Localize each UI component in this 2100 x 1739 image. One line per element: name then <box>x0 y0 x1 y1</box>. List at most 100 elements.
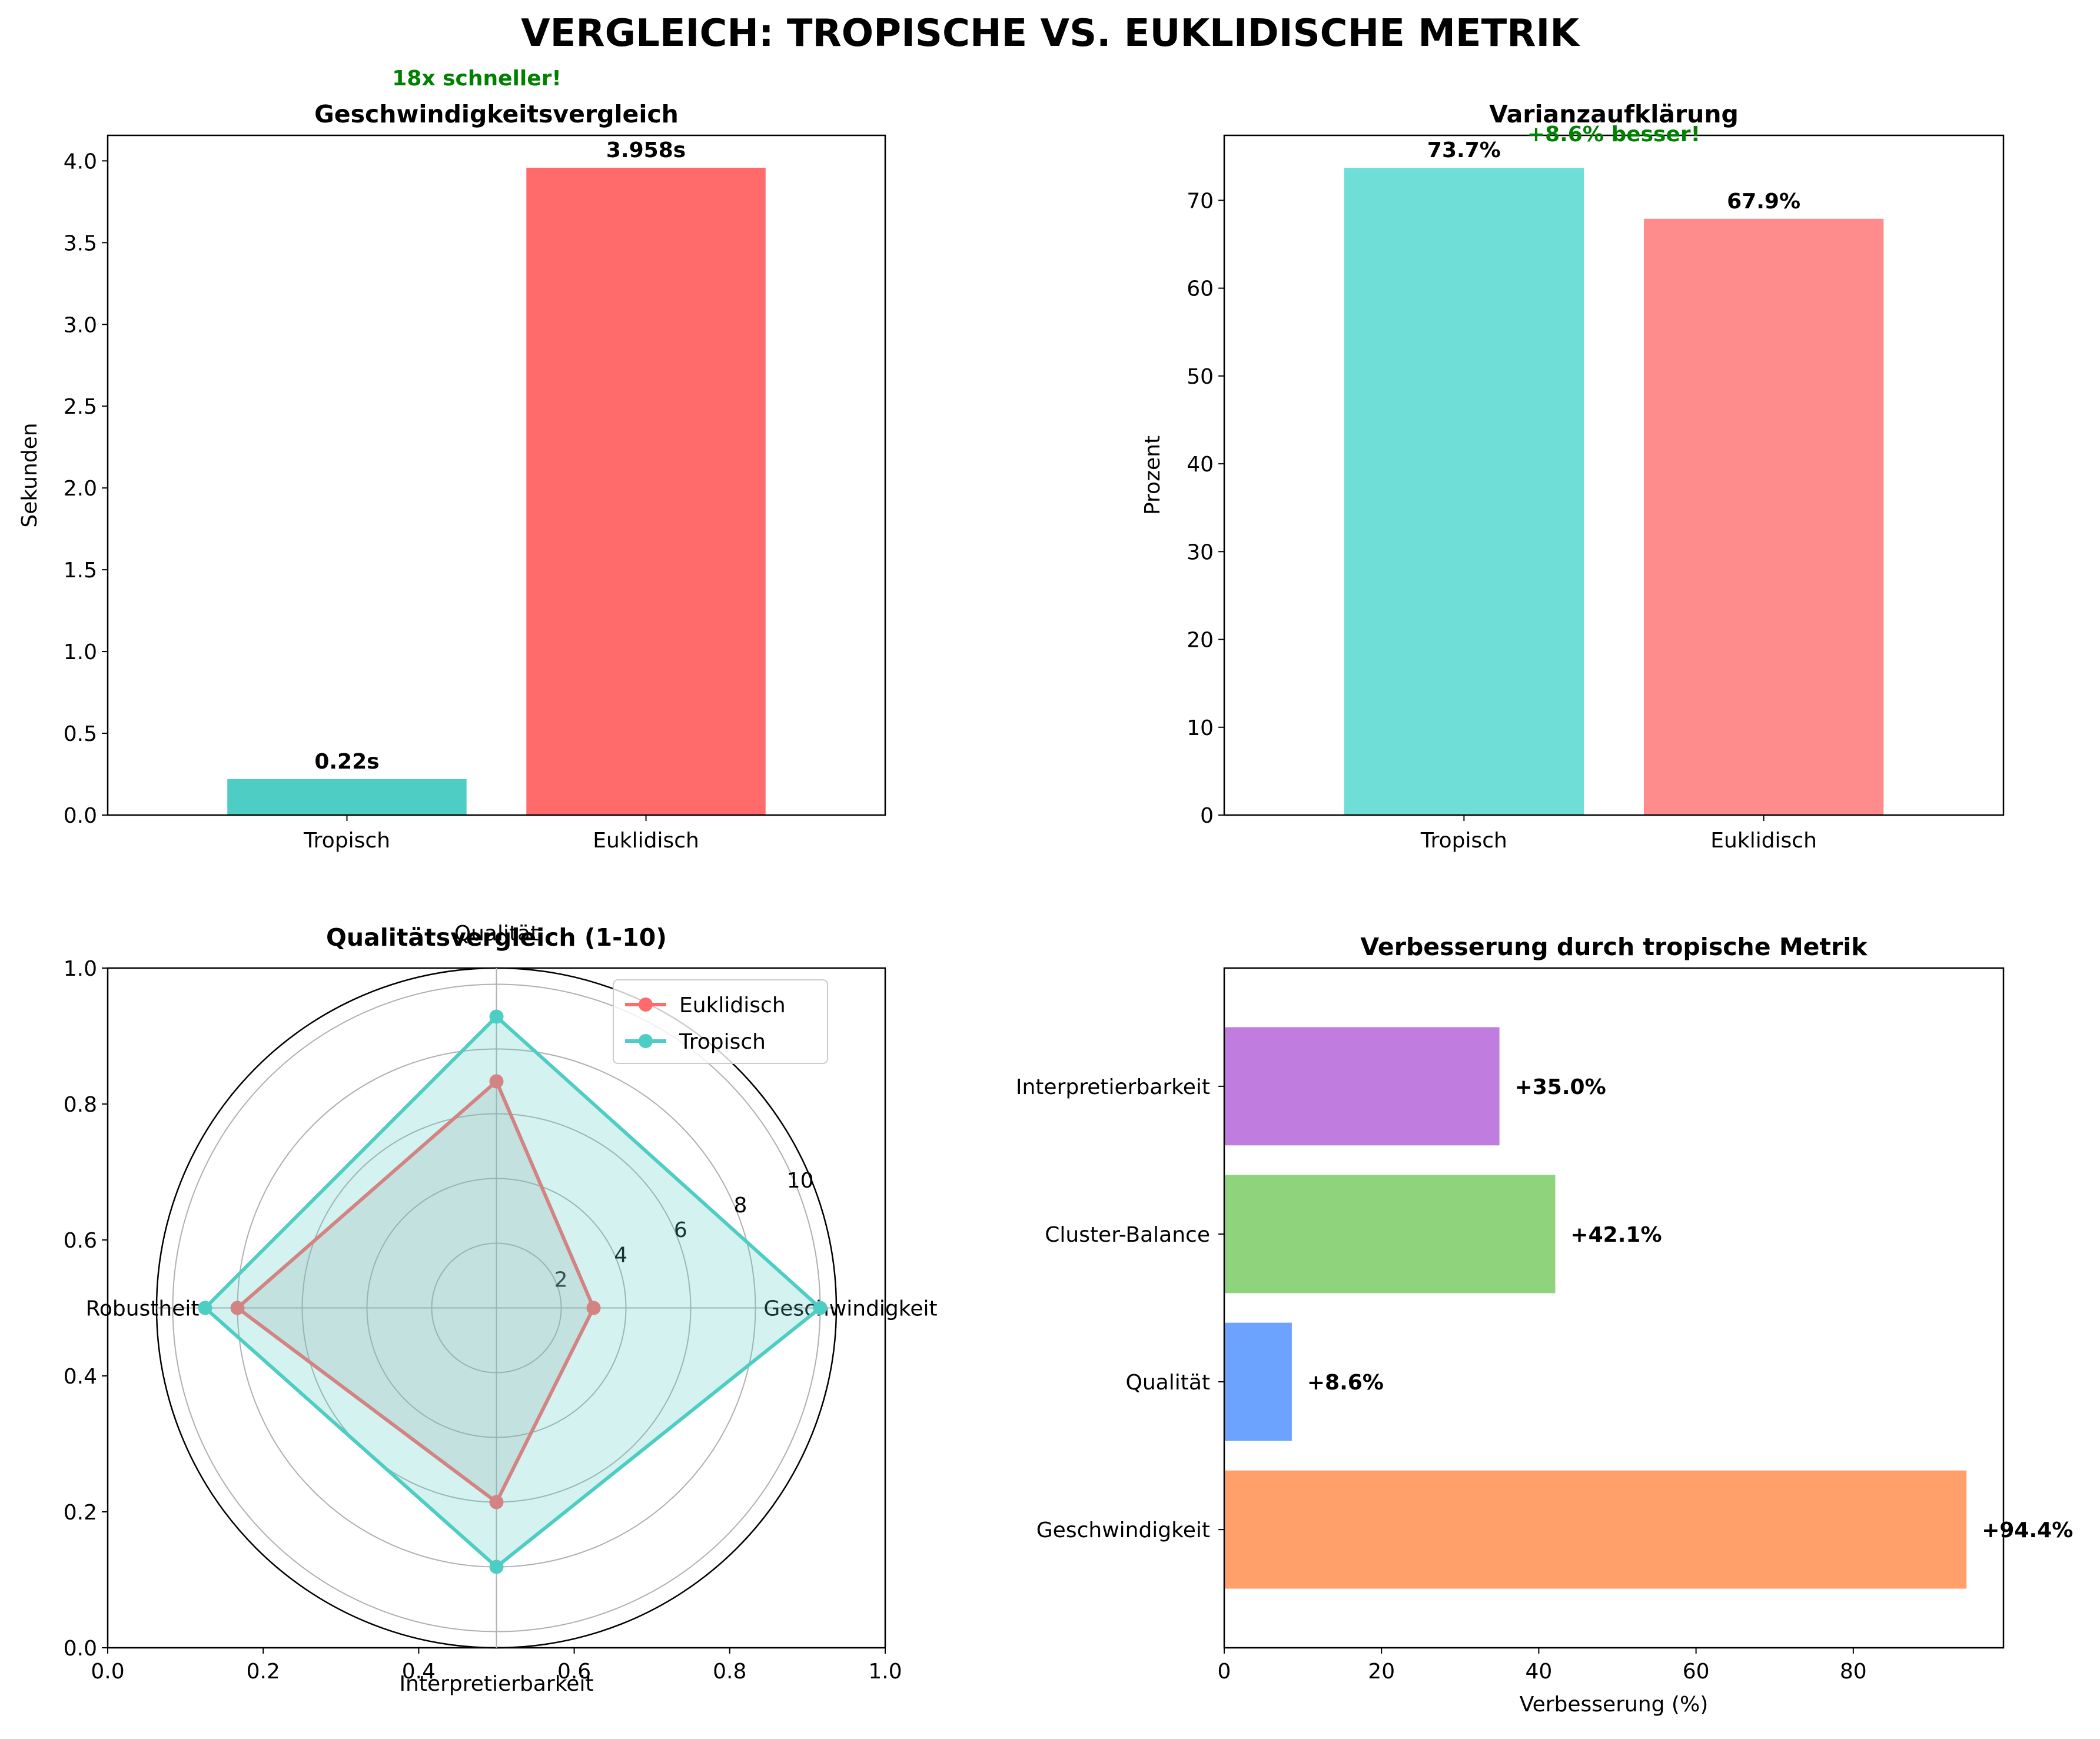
bar-euklidisch <box>1643 218 1884 816</box>
radar-series-tropisch-point <box>198 1301 212 1315</box>
legend-box <box>613 979 828 1064</box>
axes-frame <box>1223 134 2005 816</box>
speed-comparison-panel: 0.22s Tropisch 3.958s Euklidisch 0.0 0.5 1.0 1.… <box>18 66 886 853</box>
radar-series-euklidisch-point <box>489 1074 504 1089</box>
bar-interpretierbarkeit <box>1224 1027 1500 1146</box>
legend-label-tropisch: Tropisch <box>679 1030 766 1054</box>
x-tick-label: 0.2 <box>247 1660 280 1684</box>
legend-marker-euklidisch <box>639 997 653 1012</box>
radar-r-tick-label: 6 <box>674 1218 687 1242</box>
radar-series-tropisch-point <box>489 1560 504 1574</box>
y-tick-label: 0.0 <box>64 804 97 828</box>
y-tick-label: 0.0 <box>64 1637 97 1661</box>
y-tick-label: 3.5 <box>64 231 97 255</box>
x-tick-label: 0.4 <box>402 1660 436 1684</box>
radar-series-euklidisch-point <box>586 1301 601 1315</box>
axes-frame <box>107 134 886 816</box>
radar-axis-label: Interpretierbarkeit <box>399 1672 593 1696</box>
bar-euklidisch <box>526 168 766 815</box>
x-tick-label: Tropisch <box>303 829 390 853</box>
radar-r-tick-label: 10 <box>787 1169 814 1193</box>
figure-title: VERGLEICH: TROPISCHE VS. EUKLIDISCHE MET… <box>521 12 1580 55</box>
y-tick-label: 0 <box>1200 804 1214 828</box>
panel-title: Qualitätsvergleich (1-10) <box>326 923 667 952</box>
x-tick-label: 0 <box>1218 1660 1231 1684</box>
x-tick-label: 60 <box>1683 1660 1710 1684</box>
bar-cluster-balance <box>1224 1175 1556 1294</box>
radar-axis-label: Qualität <box>454 922 539 946</box>
y-tick-label: 1.0 <box>64 957 97 981</box>
bar-geschwindigkeit <box>1224 1470 1967 1589</box>
y-tick-label: 30 <box>1187 540 1214 564</box>
radar-series-euklidisch-point <box>489 1495 504 1509</box>
y-tick-label: 2.0 <box>64 477 97 501</box>
y-axis-label: Sekunden <box>18 423 42 527</box>
x-tick-label: Euklidisch <box>1710 829 1817 853</box>
y-tick-label: 10 <box>1187 716 1214 740</box>
radar-series-tropisch-point <box>813 1301 828 1315</box>
y-tick-label: 4.0 <box>64 149 97 174</box>
radar-axis-label: Geschwindigkeit <box>763 1297 937 1321</box>
radar-series-euklidisch-fill <box>237 1081 594 1502</box>
x-tick-label: 40 <box>1526 1660 1553 1684</box>
bar-value-label: 73.7% <box>1427 138 1501 162</box>
x-tick-label: 20 <box>1368 1660 1395 1684</box>
panel-title: Varianzaufklärung <box>1489 100 1739 128</box>
x-tick-label: 0.6 <box>557 1660 591 1684</box>
y-tick-label: 50 <box>1187 365 1214 389</box>
x-tick-label: 0.0 <box>91 1660 124 1684</box>
improvement-panel: +94.4% Geschwindigkeit +8.6% Qualität +42.1%… <box>1016 933 2073 1717</box>
highlight-annotation: 18x schneller! <box>392 66 561 91</box>
panel-title: Verbesserung durch tropische Metrik <box>1360 933 1868 961</box>
y-tick-label: Geschwindigkeit <box>1036 1518 1210 1542</box>
legend: Euklidisch Tropisch <box>613 979 828 1064</box>
radar-r-tick-label: 4 <box>614 1243 627 1267</box>
bar-value-label: 67.9% <box>1727 189 1800 214</box>
bar-tropisch <box>1344 168 1584 816</box>
y-tick-label: 20 <box>1187 629 1214 653</box>
bar-tropisch <box>227 779 467 815</box>
bar-value-label: +94.4% <box>1982 1518 2073 1542</box>
panel-title: Geschwindigkeitsvergleich <box>314 100 679 128</box>
y-tick-label: 60 <box>1187 277 1214 301</box>
bar-qualität <box>1224 1322 1292 1441</box>
bar-value-label: +35.0% <box>1515 1075 1606 1099</box>
x-tick-label: 0.8 <box>713 1660 746 1684</box>
y-axis-label: Prozent <box>1141 435 1165 515</box>
y-tick-label: 70 <box>1187 189 1214 213</box>
quality-radar-panel: 0.00.0 0.2 0.2 0.4 0.4 0.6 0.6 0.8 0.8 1.0 1.0 Gesc… <box>64 922 938 1696</box>
y-tick-label: 2.5 <box>64 395 97 419</box>
bar-value-label: 0.22s <box>314 750 379 774</box>
y-tick-label: 0.6 <box>64 1229 97 1253</box>
y-tick-label: 3.0 <box>64 313 97 337</box>
legend-marker-tropisch <box>639 1034 653 1048</box>
y-tick-label: Cluster-Balance <box>1045 1223 1210 1247</box>
y-tick-label: 0.8 <box>64 1093 97 1117</box>
x-tick-label: Euklidisch <box>593 829 699 853</box>
bar-value-label: 3.958s <box>606 138 686 162</box>
y-tick-label: 0.5 <box>64 722 97 746</box>
radar-series-euklidisch-point <box>230 1301 245 1315</box>
y-tick-label: 40 <box>1187 453 1214 477</box>
y-tick-label: 0.2 <box>64 1501 97 1525</box>
y-tick-label: 0.4 <box>64 1365 97 1389</box>
radar-axis-label: Robustheit <box>85 1297 199 1321</box>
x-tick-label: 1.0 <box>868 1660 902 1684</box>
x-axis-label: Verbesserung (%) <box>1520 1693 1708 1717</box>
radar-r-tick-label: 2 <box>554 1268 568 1292</box>
bar-value-label: +8.6% <box>1307 1371 1384 1395</box>
y-tick-label: 1.0 <box>64 640 97 664</box>
y-tick-label: Interpretierbarkeit <box>1016 1075 1210 1099</box>
bar-value-label: +42.1% <box>1570 1223 1662 1247</box>
y-tick-label: Qualität <box>1125 1371 1210 1395</box>
x-tick-label: Tropisch <box>1420 829 1507 853</box>
highlight-annotation: +8.6% besser! <box>1527 122 1700 147</box>
variance-explained-panel: 73.7% Tropisch 67.9% Euklidisch 0 10 20 30 40 50 6… <box>1141 100 2005 853</box>
axes-frame <box>1223 967 2005 1649</box>
legend-label-euklidisch: Euklidisch <box>679 993 786 1018</box>
radar-r-tick-label: 8 <box>734 1193 747 1218</box>
radar-series-tropisch-point <box>489 1009 504 1024</box>
y-tick-label: 1.5 <box>64 558 97 583</box>
x-tick-label: 80 <box>1840 1660 1867 1684</box>
